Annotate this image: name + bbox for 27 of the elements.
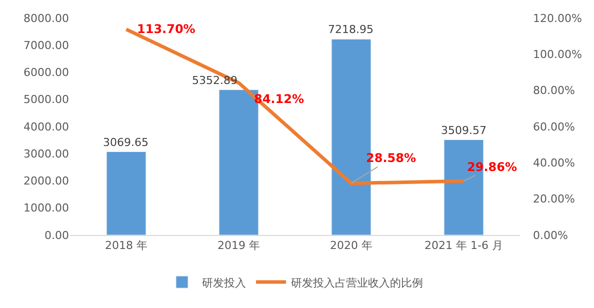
x-tick-label: 2018 年 bbox=[105, 239, 148, 252]
y-tick-label: 5000.00 bbox=[24, 93, 69, 106]
y-tick-label: 3000.00 bbox=[24, 147, 69, 160]
y2-tick-label: 20.00% bbox=[533, 192, 575, 206]
y-tick-label: 0.00 bbox=[44, 228, 69, 242]
y2-tick-label: 120.00% bbox=[533, 12, 582, 25]
y-tick-label: 7000.00 bbox=[24, 38, 69, 52]
x-tick-label: 2020 年 bbox=[330, 239, 372, 252]
data-label: 113.70% bbox=[137, 22, 196, 36]
legend-label: 研发投入占营业收入的比例 bbox=[291, 276, 423, 290]
data-label: 3069.65 bbox=[103, 136, 148, 149]
data-label: 7218.95 bbox=[328, 23, 374, 36]
y2-tick-label: 40.00% bbox=[533, 156, 575, 170]
y2-tick-label: 0.00% bbox=[533, 228, 568, 242]
y-tick-label: 1000.00 bbox=[24, 202, 69, 215]
data-label: 3509.57 bbox=[441, 124, 486, 137]
y2-tick-label: 80.00% bbox=[533, 84, 575, 98]
y-tick-label: 4000.00 bbox=[24, 120, 69, 134]
y-tick-label: 2000.00 bbox=[24, 174, 69, 188]
x-tick-label: 2021 年 1-6 月 bbox=[424, 239, 503, 252]
y-tick-label: 6000.00 bbox=[24, 66, 69, 80]
x-tick-label: 2019 年 bbox=[218, 239, 260, 252]
bar bbox=[106, 151, 146, 235]
legend-label: 研发投入 bbox=[202, 276, 246, 290]
y-tick-label: 8000.00 bbox=[24, 12, 69, 25]
y2-tick-label: 100.00% bbox=[533, 48, 582, 62]
y2-tick-label: 60.00% bbox=[533, 120, 575, 134]
